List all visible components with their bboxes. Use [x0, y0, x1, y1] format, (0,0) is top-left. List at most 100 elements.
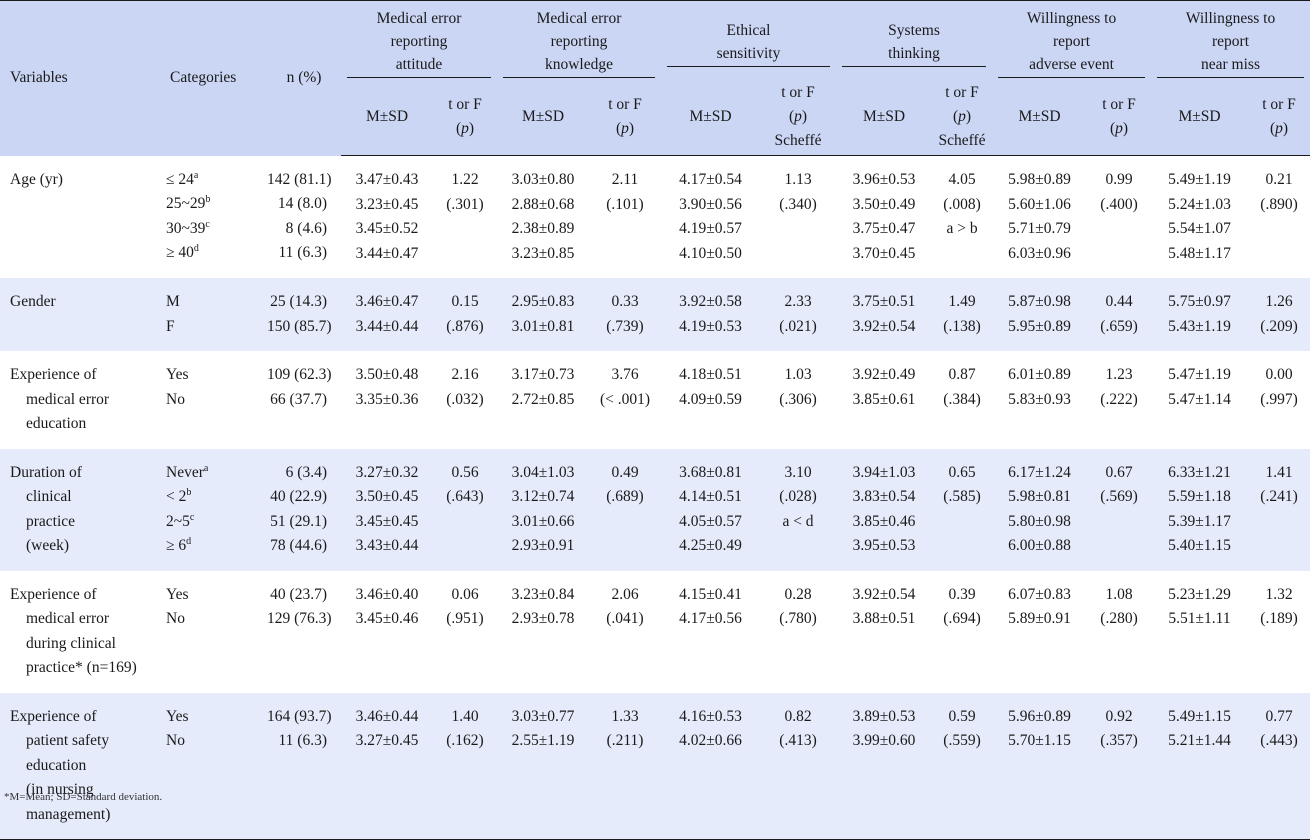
test-stat-line: 1.08	[1105, 585, 1133, 603]
subheader-test-stat: t or F (p) Scheffé	[932, 78, 993, 156]
variable-line: medical error	[26, 610, 110, 627]
mean-sd-line: 3.27±0.45	[355, 732, 419, 749]
n-percent-cell: 164 (93.7) 11 (6.3)	[267, 692, 341, 840]
mean-sd-line: 5.89±0.91	[1008, 610, 1071, 627]
mean-sd-line: 4.16±0.53	[679, 707, 742, 725]
mean-sd-cell: 5.75±0.97 5.43±1.19	[1151, 278, 1249, 351]
mean-sd-cell: 4.15±0.41 4.17±0.56	[661, 571, 760, 693]
test-stat-line: 1.41	[1265, 463, 1293, 481]
test-stat-line: (.280)	[1100, 610, 1138, 627]
mean-sd-line: 3.50±0.48	[355, 366, 419, 383]
variable-line: during clinical	[26, 634, 116, 652]
test-stat-line: 1.32	[1265, 585, 1293, 603]
test-stat-cell: 1.08 (.280)	[1087, 571, 1151, 693]
mean-sd-line: 3.46±0.47	[355, 293, 419, 310]
mean-sd-cell: 3.92±0.49 3.85±0.61	[836, 351, 932, 449]
test-stat-cell: 0.87 (.384)	[932, 351, 992, 449]
group-title-line: adverse event	[1029, 56, 1114, 73]
test-stat-line: (.569)	[1100, 488, 1138, 505]
mean-sd-line: 4.15±0.41	[679, 585, 742, 603]
test-stat-cell: 3.76 (< .001)	[589, 351, 661, 449]
n-percent-line: 14 (8.0)	[277, 195, 327, 212]
header-group: Medical error reporting knowledge	[497, 0, 661, 78]
mean-sd-line: 5.47±1.14	[1168, 390, 1231, 408]
test-stat-cell: 1.23 (.222)	[1087, 351, 1151, 449]
test-stat-line: 0.15	[451, 293, 479, 310]
test-stat-line: 0.33	[611, 293, 639, 310]
n-percent-line: 6 (3.4)	[285, 463, 327, 481]
table-row: Gender M F 25 (14.3) 150 (85.7) 3.46±0.47 3.44…	[0, 278, 1310, 351]
mean-sd-cell: 3.47±0.43 3.23±0.45 3.45±0.52 3.44±0.47	[341, 156, 433, 279]
test-stat-line: 0.65	[948, 463, 976, 481]
mean-sd-line: 3.03±0.77	[511, 707, 575, 725]
n-percent-line: 11 (6.3)	[278, 244, 328, 261]
test-stat-line: 0.99	[1105, 171, 1133, 188]
mean-sd-cell: 5.87±0.98 5.95±0.89	[992, 278, 1088, 351]
mean-sd-line: 5.70±1.15	[1008, 732, 1071, 749]
test-stat-cell: 1.03 (.306)	[760, 351, 836, 449]
mean-sd-cell: 3.03±0.80 2.88±0.68 2.38±0.89 3.23±0.85	[497, 156, 589, 279]
subheader-line: t or F	[448, 95, 482, 113]
mean-sd-cell: 5.47±1.19 5.47±1.14	[1151, 351, 1248, 449]
test-stat-line: (.780)	[779, 610, 817, 627]
category-cell: Yes No	[160, 692, 267, 840]
group-title-line: Systems	[888, 21, 940, 39]
test-stat-line: 2.11	[611, 171, 639, 188]
mean-sd-line: 5.54±1.07	[1168, 220, 1231, 237]
mean-sd-line: 3.27±0.32	[355, 463, 419, 481]
mean-sd-cell: 3.46±0.47 3.44±0.44	[341, 278, 433, 351]
mean-sd-line: 3.46±0.40	[355, 585, 419, 603]
header-categories: Categories	[160, 0, 267, 156]
table-row: Experience of patient safety education (in …	[0, 692, 1310, 840]
mean-sd-cell: 3.94±1.03 3.83±0.54 3.85±0.46 3.95±0.53	[836, 448, 933, 571]
test-stat-cell: 0.21 (.890)	[1248, 156, 1310, 279]
mean-sd-line: 3.88±0.51	[852, 610, 916, 627]
mean-sd-line: 4.17±0.54	[679, 171, 742, 188]
mean-sd-line: 3.83±0.54	[852, 488, 916, 505]
category-line: Nevera	[166, 462, 209, 481]
group-title-line: reporting	[550, 33, 608, 50]
subheader-line: t or F	[945, 83, 979, 101]
test-stat-line: 0.92	[1105, 707, 1133, 725]
test-stat-cell: 1.49 (.138)	[932, 278, 993, 351]
variable-line: management)	[26, 805, 111, 823]
category-line: No	[166, 610, 185, 627]
mean-sd-line: 6.03±0.96	[1008, 244, 1071, 262]
mean-sd-cell: 5.96±0.89 5.70±1.15	[992, 692, 1088, 840]
test-stat-line: 0.21	[1265, 171, 1293, 188]
table-row: Experience of medical error education Yes No…	[0, 351, 1310, 449]
header-group: Willingness to report adverse event	[992, 0, 1152, 78]
category-cell: Yes No	[160, 351, 267, 449]
test-stat-cell: 0.92 (.357)	[1087, 692, 1152, 840]
mean-sd-cell: 5.49±1.19 5.24±1.03 5.54±1.07 5.48±1.17	[1151, 156, 1248, 279]
test-stat-line: 0.82	[784, 707, 812, 725]
group-title-line: Willingness to	[1026, 10, 1117, 27]
mean-sd-cell: 3.46±0.40 3.45±0.46	[341, 571, 433, 693]
n-percent-line: 129 (76.3)	[267, 610, 332, 627]
variable-line: Age (yr)	[10, 170, 63, 188]
group-title-line: report	[1212, 33, 1250, 50]
category-line: ≥ 6d	[166, 535, 192, 554]
subheader-test-stat: t or F (p)	[589, 78, 661, 156]
test-stat-line: (< .001)	[599, 390, 651, 408]
test-stat-line: (.041)	[606, 610, 644, 627]
header-group: Willingness to report near miss	[1151, 0, 1310, 78]
test-stat-line: 1.49	[948, 293, 976, 310]
mean-sd-line: 4.19±0.53	[679, 317, 742, 335]
test-stat-line: (.162)	[446, 732, 484, 749]
variable-cell: Gender	[0, 278, 160, 351]
category-cell: ≤ 24a 25~29b 30~39c ≥ 40d	[160, 156, 267, 279]
test-stat-cell: 2.11 (.101)	[589, 156, 661, 279]
mean-sd-line: 3.23±0.84	[511, 585, 575, 603]
mean-sd-line: 5.95±0.89	[1008, 317, 1071, 335]
test-stat-line: 0.44	[1105, 293, 1133, 310]
mean-sd-line: 3.85±0.61	[852, 390, 916, 408]
test-stat-line: (.209)	[1260, 317, 1298, 335]
mean-sd-cell: 4.16±0.53 4.02±0.66	[661, 692, 760, 840]
test-stat-line: 1.22	[451, 171, 479, 188]
footnote: *M=Mean; SD=Standard deviation.	[4, 791, 163, 803]
test-stat-cell: 0.39 (.694)	[932, 571, 992, 693]
test-stat-line: (.400)	[1100, 195, 1138, 213]
subheader-test-stat: t or F (p) Scheffé	[760, 78, 837, 156]
n-percent-line: 150 (85.7)	[267, 317, 332, 335]
